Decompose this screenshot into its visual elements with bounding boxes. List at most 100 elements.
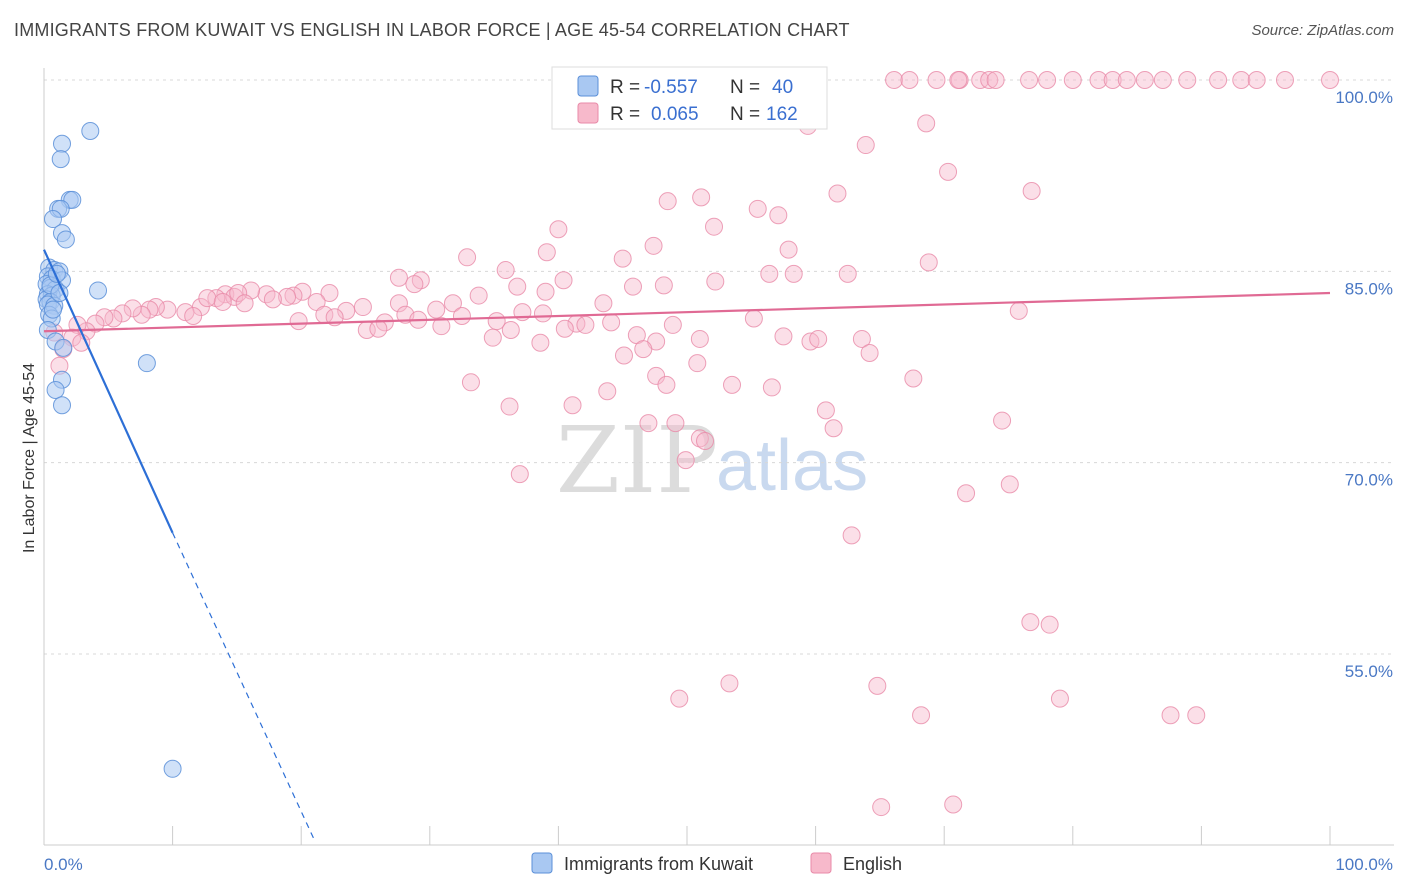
legend-r-value-kuwait: -0.557 xyxy=(644,77,698,98)
english-point xyxy=(696,431,715,450)
kuwait-series xyxy=(37,122,182,778)
kuwait-point xyxy=(53,134,72,153)
english-point xyxy=(900,71,919,89)
english-point xyxy=(158,300,177,319)
english-point xyxy=(496,261,515,280)
english-point xyxy=(1103,71,1122,89)
kuwait-point xyxy=(46,380,65,399)
english-point xyxy=(576,315,595,334)
english-point xyxy=(369,319,388,338)
english-point xyxy=(1050,689,1069,708)
english-point xyxy=(184,306,203,325)
english-point xyxy=(690,329,709,348)
english-point xyxy=(443,294,462,313)
english-point xyxy=(1020,71,1039,89)
english-point xyxy=(779,240,798,259)
english-point xyxy=(598,382,617,401)
legend-r-value-english: 0.065 xyxy=(651,104,699,125)
english-point xyxy=(1161,706,1180,725)
english-point xyxy=(555,319,574,338)
bottom-legend-swatch-kuwait xyxy=(531,852,553,874)
english-point xyxy=(235,294,254,313)
english-point xyxy=(885,71,904,89)
bottom-legend: Immigrants from Kuwait English xyxy=(531,852,902,874)
y-tick-labels: 55.0% 70.0% 85.0% 100.0% xyxy=(1335,88,1393,681)
english-point xyxy=(1063,71,1082,89)
axes xyxy=(43,68,1394,846)
english-point xyxy=(263,290,282,309)
bottom-legend-label-kuwait: Immigrants from Kuwait xyxy=(564,854,753,874)
english-point xyxy=(639,414,658,433)
kuwait-point xyxy=(54,338,73,357)
legend: R = -0.557 N = 40 R = 0.065 N = 162 xyxy=(551,66,828,130)
english-point xyxy=(690,429,709,448)
english-point xyxy=(1000,475,1019,494)
kuwait-point xyxy=(44,300,63,319)
english-point xyxy=(1247,71,1266,89)
english-point xyxy=(1209,71,1228,89)
chart-source: Source: ZipAtlas.com xyxy=(1251,22,1394,39)
english-point xyxy=(705,217,724,236)
kuwait-point xyxy=(81,122,100,141)
watermark: ZIP atlas xyxy=(556,407,868,514)
kuwait-point xyxy=(137,354,156,373)
english-point xyxy=(856,136,875,155)
bottom-legend-swatch-english xyxy=(810,852,832,874)
x-tick-label-start: 0.0% xyxy=(44,855,83,874)
english-point xyxy=(501,321,520,340)
english-point xyxy=(634,340,653,359)
english-point xyxy=(654,276,673,295)
english-point xyxy=(1021,613,1040,632)
english-point xyxy=(872,798,891,817)
english-point xyxy=(1117,71,1136,89)
english-point xyxy=(647,366,666,385)
legend-n-value-english: 162 xyxy=(766,104,798,125)
chart-title: IMMIGRANTS FROM KUWAIT VS ENGLISH IN LAB… xyxy=(14,20,850,40)
kuwait-point xyxy=(89,281,108,300)
english-point xyxy=(1022,181,1041,200)
legend-swatch-kuwait xyxy=(577,75,599,97)
legend-r-label-english: R = xyxy=(610,104,640,125)
x-tick-label-end: 100.0% xyxy=(1335,855,1393,874)
english-point xyxy=(949,71,968,89)
english-point xyxy=(774,327,793,346)
english-point xyxy=(1275,71,1294,89)
y-tick-label-55: 55.0% xyxy=(1345,662,1393,681)
english-point xyxy=(688,354,707,373)
legend-n-label-kuwait: N = xyxy=(730,77,760,98)
english-point xyxy=(828,184,847,203)
watermark-zip: ZIP xyxy=(556,407,718,514)
english-point xyxy=(405,275,424,294)
grid-lines xyxy=(44,79,1394,655)
english-point xyxy=(720,674,739,693)
bottom-legend-label-english: English xyxy=(843,854,902,874)
y-axis-title: In Labor Force | Age 45-54 xyxy=(21,363,38,553)
english-point xyxy=(744,309,763,328)
english-point xyxy=(838,264,857,283)
english-point xyxy=(1089,71,1108,89)
english-point xyxy=(623,277,642,296)
english-point xyxy=(809,329,828,348)
english-point xyxy=(657,375,676,394)
english-point xyxy=(123,299,142,318)
english-point xyxy=(320,284,339,303)
english-trend-line xyxy=(43,291,1331,333)
english-point xyxy=(213,292,232,311)
english-point xyxy=(1232,71,1251,89)
english-point xyxy=(531,333,550,352)
english-point xyxy=(278,287,297,306)
english-point xyxy=(554,271,573,290)
english-point xyxy=(132,305,151,324)
kuwait-trend-extension xyxy=(172,532,315,840)
legend-r-label-kuwait: R = xyxy=(610,77,640,98)
english-point xyxy=(723,375,742,394)
english-point xyxy=(748,199,767,218)
kuwait-point xyxy=(163,759,182,778)
english-point xyxy=(1009,301,1028,320)
y-tick-label-70: 70.0% xyxy=(1345,471,1393,490)
english-point xyxy=(337,301,356,320)
english-point xyxy=(483,328,502,347)
kuwait-point xyxy=(56,230,75,249)
english-point xyxy=(389,294,408,313)
trend-lines xyxy=(42,249,1331,840)
